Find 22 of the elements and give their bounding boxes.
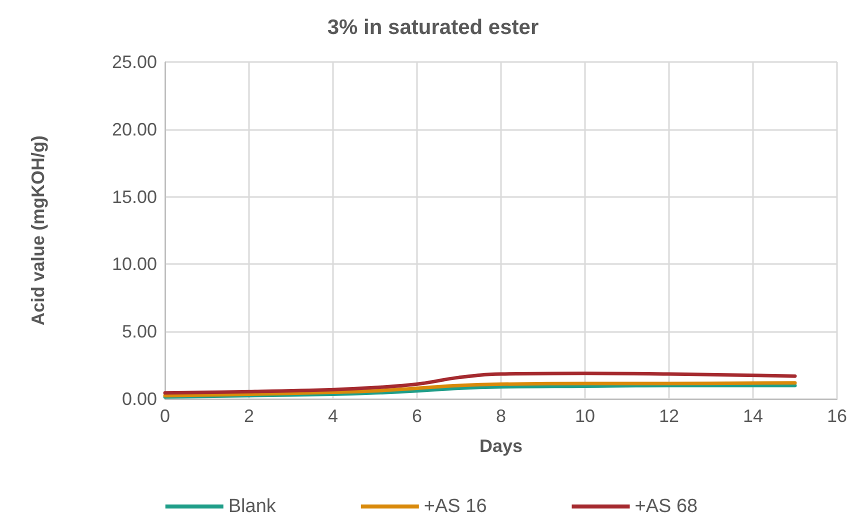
legend-label: Blank — [228, 496, 276, 517]
legend-label: +AS 68 — [634, 496, 698, 517]
x-tick-label: 2 — [244, 406, 254, 426]
chart-title: 3% in saturated ester — [327, 16, 539, 39]
x-tick-label: 10 — [574, 406, 596, 426]
x-tick-label: 6 — [412, 406, 422, 426]
y-tick-label: 20.00 — [112, 119, 157, 140]
x-tick-label: 12 — [658, 406, 680, 426]
line-series — [163, 372, 797, 395]
y-tick-label: 5.00 — [122, 322, 157, 342]
y-axis-title: Acid value (mgKOH/g) — [28, 135, 48, 326]
y-tick-label: 10.00 — [112, 254, 157, 274]
x-tick-label: 4 — [328, 406, 338, 426]
legend-label: +AS 16 — [424, 496, 487, 517]
y-tick-label: 15.00 — [112, 186, 157, 207]
x-tick-label: 16 — [826, 406, 848, 426]
y-tick-label: 25.00 — [112, 52, 157, 72]
x-axis-title: Days — [479, 436, 523, 456]
x-tick-label: 8 — [496, 406, 506, 426]
y-tick-label: 0.00 — [122, 389, 157, 409]
x-tick-label: 14 — [742, 406, 764, 426]
x-tick-label: 0 — [160, 406, 170, 426]
